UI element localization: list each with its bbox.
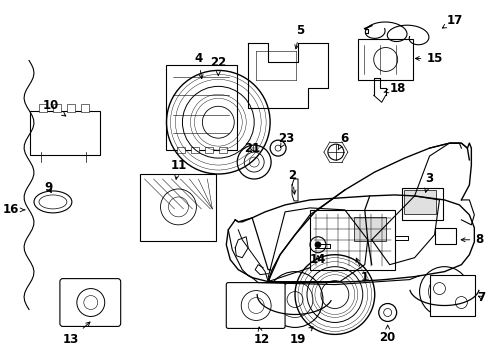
Text: 22: 22 bbox=[210, 56, 226, 75]
FancyBboxPatch shape bbox=[353, 217, 385, 241]
Bar bbox=[428, 275, 474, 316]
FancyBboxPatch shape bbox=[403, 190, 435, 214]
Text: 14: 14 bbox=[309, 253, 325, 266]
Text: 5: 5 bbox=[294, 24, 304, 49]
Circle shape bbox=[314, 242, 320, 248]
Text: 21: 21 bbox=[244, 141, 260, 155]
Bar bbox=[309, 210, 394, 270]
Bar bbox=[219, 147, 227, 153]
Text: 9: 9 bbox=[45, 181, 53, 194]
Bar bbox=[401, 188, 443, 220]
Text: 12: 12 bbox=[253, 327, 270, 346]
Text: 13: 13 bbox=[62, 322, 90, 346]
Text: 6: 6 bbox=[337, 132, 348, 150]
Bar bbox=[191, 147, 199, 153]
Text: 18: 18 bbox=[383, 82, 405, 95]
Bar bbox=[357, 39, 412, 80]
Text: 23: 23 bbox=[277, 132, 294, 148]
Bar bbox=[39, 104, 47, 112]
Bar bbox=[81, 104, 89, 112]
Text: 11: 11 bbox=[170, 158, 186, 179]
FancyBboxPatch shape bbox=[60, 279, 121, 327]
Text: 8: 8 bbox=[460, 233, 483, 246]
Bar bbox=[205, 147, 213, 153]
Text: 2: 2 bbox=[287, 168, 296, 194]
FancyBboxPatch shape bbox=[140, 174, 216, 241]
Bar bbox=[67, 104, 75, 112]
Text: 17: 17 bbox=[442, 14, 462, 28]
Text: 15: 15 bbox=[414, 52, 442, 65]
Text: 10: 10 bbox=[43, 99, 66, 116]
Text: 16: 16 bbox=[3, 203, 25, 216]
Text: 1: 1 bbox=[355, 258, 368, 284]
FancyBboxPatch shape bbox=[30, 111, 100, 155]
FancyBboxPatch shape bbox=[226, 283, 285, 328]
Text: 20: 20 bbox=[379, 325, 395, 344]
Text: 19: 19 bbox=[289, 327, 312, 346]
Text: 7: 7 bbox=[476, 291, 485, 304]
Bar bbox=[53, 104, 61, 112]
Bar bbox=[434, 228, 455, 244]
Text: 3: 3 bbox=[424, 171, 433, 192]
Text: 4: 4 bbox=[194, 52, 203, 78]
Bar bbox=[165, 66, 237, 150]
Bar bbox=[177, 147, 185, 153]
